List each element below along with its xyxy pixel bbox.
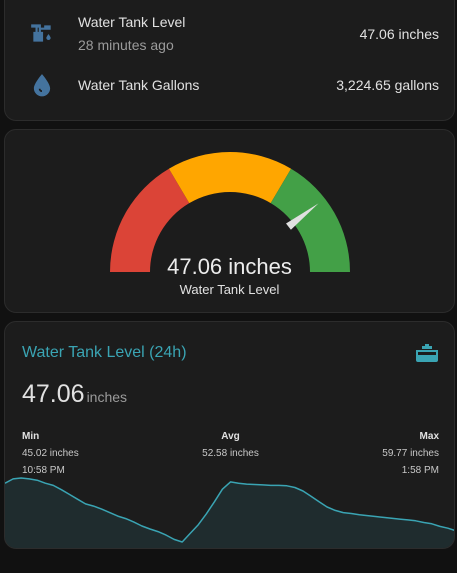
entity-name: Water Tank Level (78, 14, 186, 30)
stat-max-time: 1:58 PM (401, 465, 439, 476)
water-pump-icon (31, 24, 51, 42)
entities-card: Water Tank Level 28 minutes ago 47.06 in… (4, 0, 455, 121)
history-sparkline (5, 477, 454, 548)
gauge-segment-1 (168, 152, 292, 204)
entity-row-water-tank-gallons[interactable]: Water Tank Gallons 3,224.65 gallons (5, 60, 454, 110)
stat-min: Min 45.02 inches 10:58 PM (22, 428, 79, 479)
graph-title: Water Tank Level (24h) (22, 344, 187, 361)
stat-max-value: 59.77 inches (382, 448, 439, 459)
stat-avg-value: 52.58 inches (202, 448, 259, 459)
entity-row-water-tank-level[interactable]: Water Tank Level 28 minutes ago 47.06 in… (5, 10, 454, 60)
entity-last-changed: 28 minutes ago (78, 37, 174, 53)
sparkline-area (5, 478, 454, 548)
stat-avg: Avg 52.58 inches (5, 428, 454, 462)
entity-state: 47.06 inches (359, 26, 439, 42)
water-drop-icon (33, 74, 51, 97)
graph-value-number: 47.06 (22, 380, 85, 408)
graph-current-value: 47.06 inches (22, 380, 127, 409)
mini-graph-card[interactable]: Water Tank Level (24h) 47.06 inches Min 4… (4, 321, 455, 549)
gauge-card[interactable]: 47.06 inches Water Tank Level (4, 129, 455, 313)
stat-avg-label: Avg (221, 431, 240, 442)
stat-max-label: Max (419, 431, 439, 442)
gauge-value: 47.06 inches (167, 254, 292, 279)
gauge-label: Water Tank Level (179, 282, 280, 297)
stat-max: Max 59.77 inches 1:58 PM (382, 428, 439, 479)
water-tank-icon (416, 344, 438, 362)
gauge-needle (286, 203, 319, 230)
entity-state: 3,224.65 gallons (336, 77, 439, 93)
gauge-segment-0 (110, 168, 190, 272)
stat-min-time: 10:58 PM (22, 465, 65, 476)
gauge-dial (110, 152, 350, 272)
sparkline-line (5, 477, 454, 543)
gauge-segment-2 (270, 168, 350, 272)
graph-value-unit: inches (86, 389, 128, 405)
stat-min-value: 45.02 inches (22, 448, 79, 459)
entity-name: Water Tank Gallons (78, 77, 200, 93)
stat-min-label: Min (22, 431, 40, 442)
